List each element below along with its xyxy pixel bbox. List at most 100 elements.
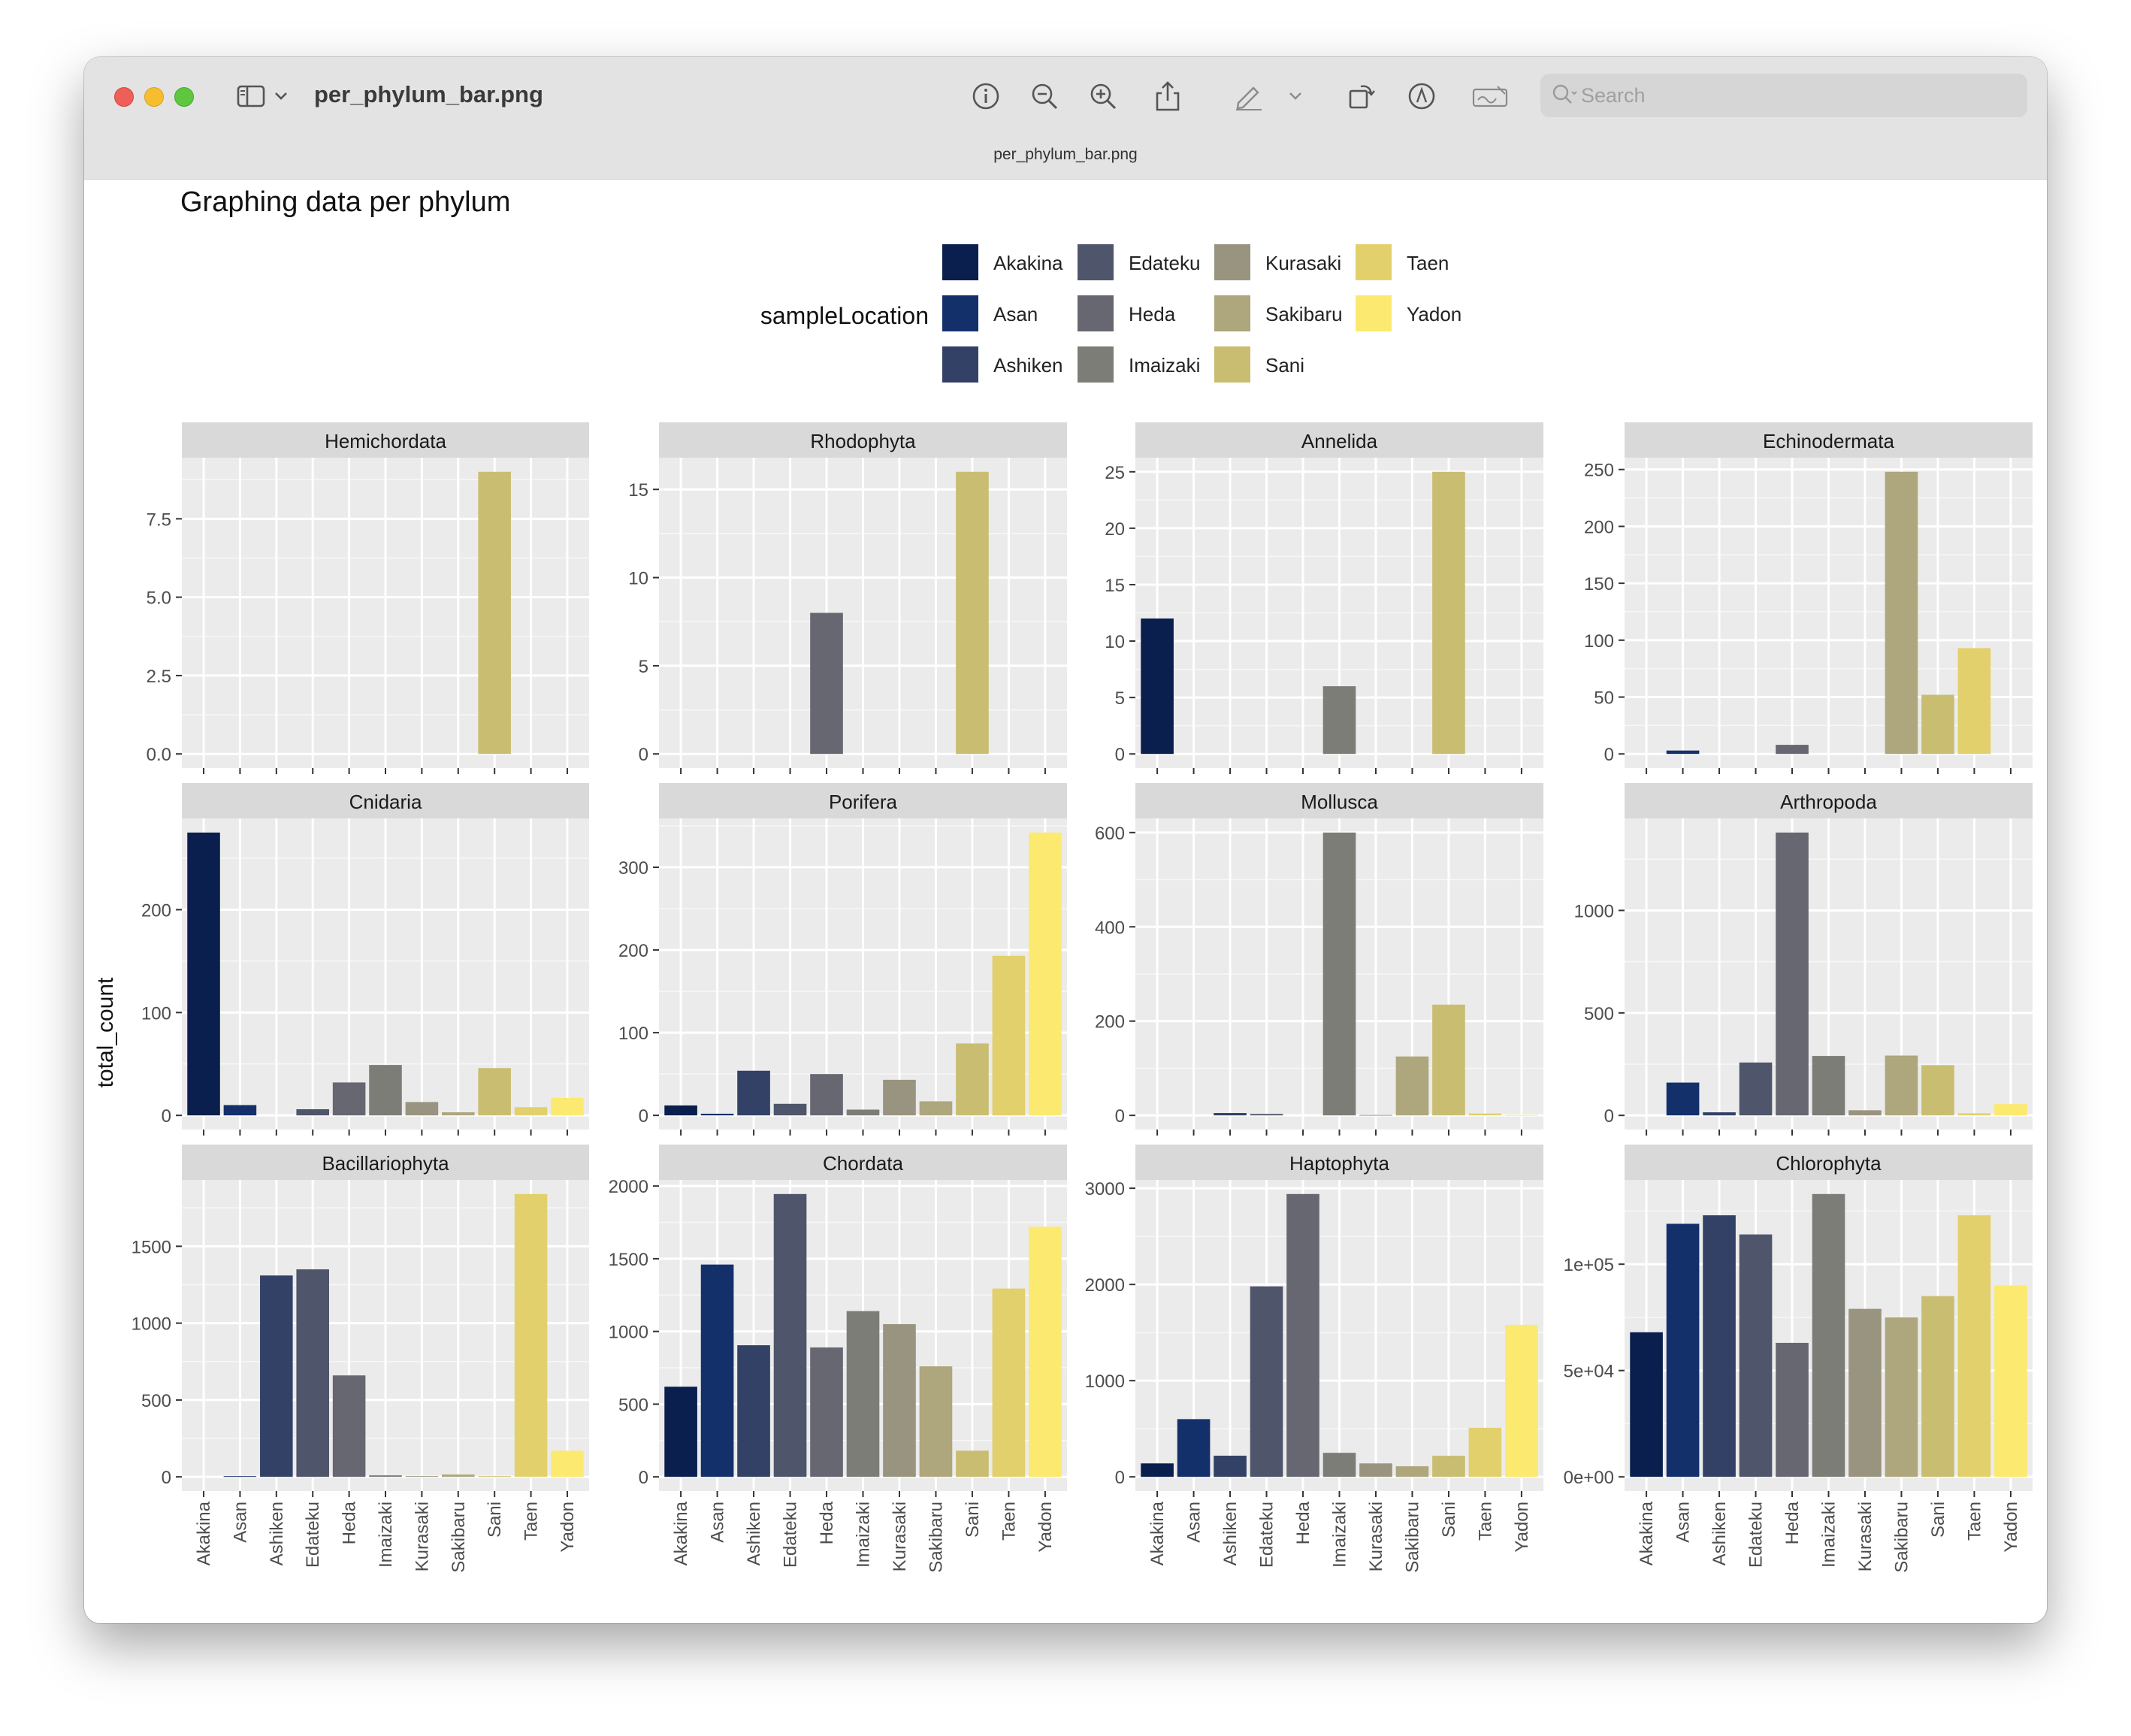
x-tick-label: Asan	[1673, 1502, 1694, 1543]
y-tick-label: 150	[1584, 574, 1614, 594]
x-tick-label: Ashiken	[744, 1502, 764, 1565]
bar-cnidaria-akakina	[187, 832, 220, 1116]
bar-haptophyta-ashiken	[1214, 1456, 1247, 1477]
legend-label-asan: Asan	[993, 303, 1038, 325]
y-tick-label: 100	[618, 1024, 648, 1044]
bar-chlorophyta-taen	[1957, 1215, 1991, 1477]
y-tick-label: 0	[639, 1468, 648, 1488]
y-tick-label: 5e+04	[1564, 1362, 1614, 1382]
close-window-button[interactable]	[114, 87, 134, 107]
y-tick-label: 7.5	[147, 510, 171, 530]
bar-haptophyta-imaizaki	[1322, 1453, 1356, 1477]
x-tick-label: Sakibaru	[1891, 1502, 1912, 1573]
bar-echinodermata-sakibaru	[1885, 471, 1918, 755]
y-tick-label: 300	[618, 858, 648, 879]
bar-chordata-asan	[700, 1264, 734, 1477]
chevron-down-icon[interactable]	[1286, 80, 1304, 113]
bar-chlorophyta-asan	[1666, 1223, 1700, 1477]
annotate-icon[interactable]	[1405, 80, 1438, 113]
facet-title-cnidaria: Cnidaria	[349, 791, 422, 813]
bar-haptophyta-asan	[1177, 1419, 1211, 1477]
x-tick-label: Akakina	[1147, 1501, 1168, 1565]
bar-cnidaria-imaizaki	[369, 1065, 402, 1116]
y-tick-label: 0e+00	[1564, 1468, 1614, 1488]
window-title: per_phylum_bar.png	[314, 81, 543, 107]
y-tick-label: 2000	[609, 1177, 648, 1197]
zoom-in-icon[interactable]	[1087, 80, 1120, 113]
bar-rhodophyta-sani	[956, 471, 989, 755]
signature-icon[interactable]	[1471, 80, 1509, 113]
rotate-icon[interactable]	[1345, 80, 1378, 113]
facet-title-hemichordata: Hemichordata	[325, 430, 446, 452]
markup-pen-icon[interactable]	[1232, 80, 1265, 113]
y-tick-label: 500	[141, 1391, 171, 1411]
y-tick-label: 0	[1115, 1468, 1125, 1488]
x-tick-label: Taen	[1475, 1502, 1495, 1541]
bar-chlorophyta-kurasaki	[1848, 1308, 1882, 1477]
y-tick-label: 15	[1105, 576, 1125, 596]
legend-key-akakina	[942, 244, 978, 280]
bar-cnidaria-heda	[332, 1082, 366, 1116]
bar-mollusca-imaizaki	[1322, 832, 1356, 1116]
search-field[interactable]: Search	[1540, 74, 2027, 117]
bar-arthropoda-taen	[1957, 1113, 1991, 1116]
y-tick-label: 0	[162, 1106, 171, 1127]
bar-arthropoda-ashiken	[1703, 1112, 1736, 1116]
share-icon[interactable]	[1151, 80, 1184, 113]
sidebar-icon[interactable]	[234, 80, 268, 113]
bar-chlorophyta-heda	[1776, 1342, 1809, 1477]
bar-mollusca-taen	[1468, 1113, 1502, 1116]
y-tick-label: 5.0	[147, 588, 171, 609]
bar-bacillariophyta-ashiken	[260, 1275, 293, 1477]
x-tick-label: Sakibaru	[926, 1502, 946, 1573]
facet-title-arthropoda: Arthropoda	[1780, 791, 1877, 813]
x-tick-label: Kurasaki	[890, 1502, 910, 1571]
x-tick-label: Sakibaru	[1402, 1502, 1422, 1573]
facet-strip-haptophyta	[1135, 1145, 1543, 1180]
bar-haptophyta-edateku	[1250, 1286, 1283, 1477]
y-tick-label: 200	[618, 941, 648, 961]
facet-title-annelida: Annelida	[1301, 430, 1378, 452]
legend-label-kurasaki: Kurasaki	[1265, 252, 1341, 274]
x-tick-label: Sani	[963, 1502, 983, 1538]
minimize-window-button[interactable]	[144, 87, 164, 107]
bar-cnidaria-sani	[478, 1068, 511, 1116]
bar-arthropoda-sakibaru	[1885, 1055, 1918, 1116]
x-tick-label: Yadon	[2001, 1502, 2021, 1553]
bar-porifera-taen	[992, 955, 1026, 1116]
x-tick-label: Heda	[817, 1501, 837, 1544]
bar-echinodermata-asan	[1666, 750, 1700, 755]
y-tick-label: 0.0	[147, 745, 171, 765]
x-tick-label: Taen	[521, 1502, 542, 1541]
bar-bacillariophyta-sakibaru	[442, 1474, 475, 1477]
facet-strip-bacillariophyta	[182, 1145, 589, 1180]
legend-key-sani	[1214, 346, 1250, 383]
y-tick-label: 600	[1095, 824, 1125, 844]
chevron-down-icon[interactable]	[272, 80, 290, 113]
y-tick-label: 2.5	[147, 667, 171, 687]
bar-chordata-sakibaru	[919, 1366, 953, 1477]
bar-mollusca-sakibaru	[1395, 1056, 1429, 1116]
legend-key-taen	[1356, 244, 1392, 280]
x-tick-label: Kurasaki	[1855, 1502, 1876, 1571]
facet-title-bacillariophyta: Bacillariophyta	[322, 1152, 449, 1175]
bar-porifera-akakina	[664, 1105, 697, 1116]
x-tick-label: Imaizaki	[854, 1502, 874, 1568]
facet-strip-echinodermata	[1625, 422, 2033, 458]
info-icon[interactable]	[969, 80, 1002, 113]
y-tick-label: 500	[618, 1395, 648, 1415]
y-tick-label: 15	[628, 480, 648, 501]
bar-arthropoda-asan	[1666, 1082, 1700, 1116]
zoom-window-button[interactable]	[174, 87, 194, 107]
legend-key-kurasaki	[1214, 244, 1250, 280]
bar-arthropoda-imaizaki	[1812, 1056, 1845, 1116]
y-tick-label: 10	[1105, 632, 1125, 652]
bar-bacillariophyta-sani	[478, 1476, 511, 1477]
zoom-out-icon[interactable]	[1028, 80, 1061, 113]
y-tick-label: 200	[141, 900, 171, 921]
facet-title-porifera: Porifera	[829, 791, 898, 813]
bar-annelida-sani	[1432, 471, 1465, 755]
x-tick-label: Edateku	[1257, 1502, 1277, 1568]
bar-chlorophyta-imaizaki	[1812, 1193, 1845, 1477]
bar-cnidaria-sakibaru	[442, 1112, 475, 1116]
